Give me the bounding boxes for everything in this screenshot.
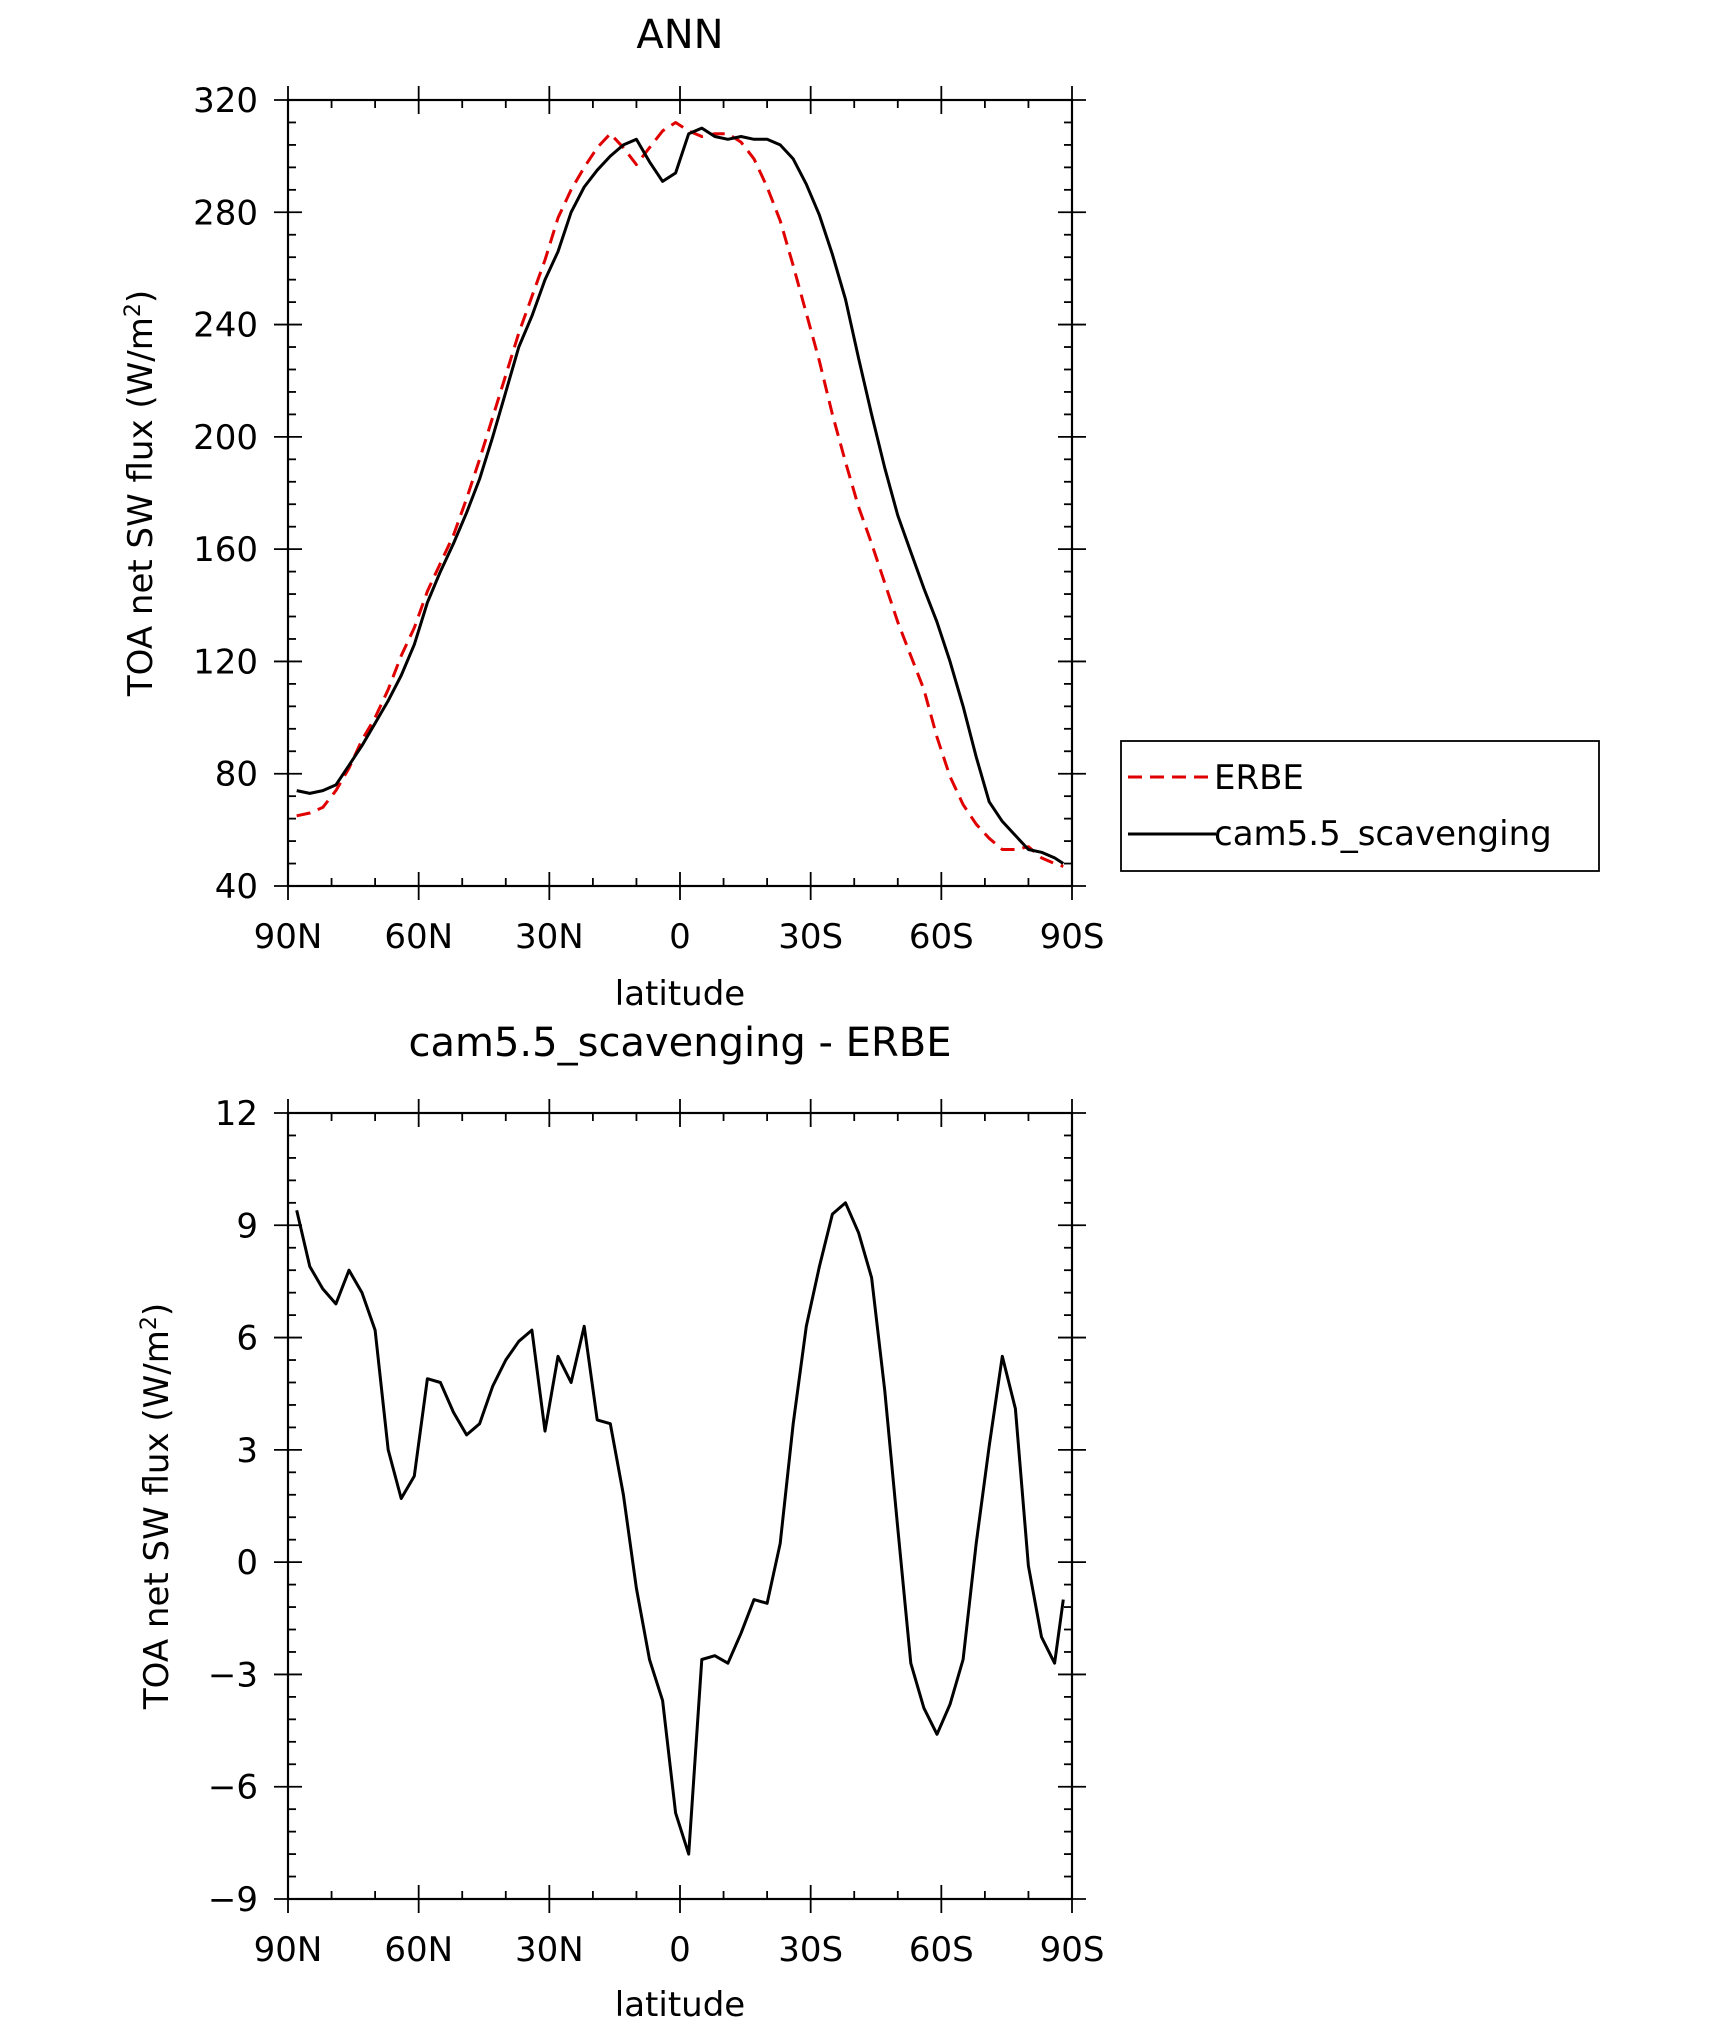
top-chart-xlabel: latitude [615, 974, 745, 1014]
x-tick-label: 30N [515, 1930, 584, 1970]
x-tick-label: 90S [1040, 1930, 1105, 1970]
legend-box [1120, 740, 1600, 872]
y-tick-label: 120 [193, 642, 258, 682]
x-tick-label: 60N [384, 917, 453, 957]
x-tick-label: 30S [778, 917, 843, 957]
top-chart-panel: ANN 40 80 120 160 200 240 280 320 90N 60N 30N 0 30S 6… [121, 12, 1600, 1014]
bottom-chart-xlabel: latitude [615, 1985, 745, 2021]
x-tick-label: 60S [909, 1930, 974, 1970]
series-line-difference-0 [295, 1201, 1065, 1856]
y-tick-label: 280 [193, 193, 258, 233]
top-chart-ylabel-sup: 2 [121, 303, 146, 317]
x-tick-label: 0 [669, 1930, 691, 1970]
y-tick-label: −3 [208, 1655, 258, 1695]
top-chart-title: ANN [636, 12, 723, 58]
bottom-chart-title: cam5.5_scavenging - ERBE [409, 1020, 952, 1066]
y-tick-label: 80 [215, 755, 258, 795]
top-chart-legend: ERBE cam5.5_scavenging [1120, 740, 1600, 872]
y-tick-label: −6 [208, 1768, 258, 1808]
bottom-chart-ylabel: TOA net SW flux (W/m2) [137, 1303, 177, 1710]
series-line-cam5-5-scavenging [296, 126, 1065, 865]
x-tick-label: 90N [254, 1930, 323, 1970]
bottom-chart-ylabel-main: TOA net SW flux (W/m [137, 1330, 177, 1710]
top-chart-series [296, 121, 1065, 868]
top-chart-plot-frame [286, 98, 1074, 888]
legend-label-cam: cam5.5_scavenging [1214, 814, 1552, 854]
bottom-chart-panel: cam5.5_scavenging - ERBE −9 −6 −3 0 3 6 9 12 90N… [137, 1020, 1104, 2021]
y-tick-label: 40 [215, 867, 258, 907]
y-tick-label: 6 [236, 1319, 258, 1359]
y-tick-label: 200 [193, 418, 258, 458]
x-tick-label: 90N [254, 917, 323, 957]
x-tick-label: 30S [778, 1930, 843, 1970]
bottom-chart-series [295, 1201, 1065, 1856]
legend-label-erbe: ERBE [1214, 758, 1304, 798]
top-chart-ticks: 40 80 120 160 200 240 280 320 90N 60N 30N 0 30S 60S 90… [193, 81, 1104, 957]
y-tick-label: 9 [236, 1206, 258, 1246]
x-tick-label: 90S [1040, 917, 1105, 957]
top-chart-ylabel: TOA net SW flux (W/m2) [121, 290, 161, 697]
bottom-chart-ylabel-close: ) [137, 1303, 177, 1316]
y-tick-label: 320 [193, 81, 258, 121]
bottom-chart-ticks: −9 −6 −3 0 3 6 9 12 90N 60N 30N 0 30S 60S 90S [208, 1094, 1105, 1970]
x-tick-label: 30N [515, 917, 584, 957]
y-tick-label: 3 [236, 1431, 258, 1471]
x-tick-label: 0 [669, 917, 691, 957]
top-chart-ylabel-close: ) [121, 290, 161, 303]
y-tick-label: 240 [193, 306, 258, 346]
top-chart-ylabel-main: TOA net SW flux (W/m [121, 317, 161, 697]
y-tick-label: 160 [193, 530, 258, 570]
bottom-chart-plot-frame [286, 1111, 1074, 1901]
x-tick-label: 60N [384, 1930, 453, 1970]
x-tick-label: 60S [909, 917, 974, 957]
y-tick-label: −9 [208, 1880, 258, 1920]
y-tick-label: 12 [215, 1094, 258, 1134]
y-tick-label: 0 [236, 1543, 258, 1583]
series-line-erbe [296, 121, 1064, 868]
bottom-chart-ylabel-sup: 2 [137, 1316, 162, 1330]
